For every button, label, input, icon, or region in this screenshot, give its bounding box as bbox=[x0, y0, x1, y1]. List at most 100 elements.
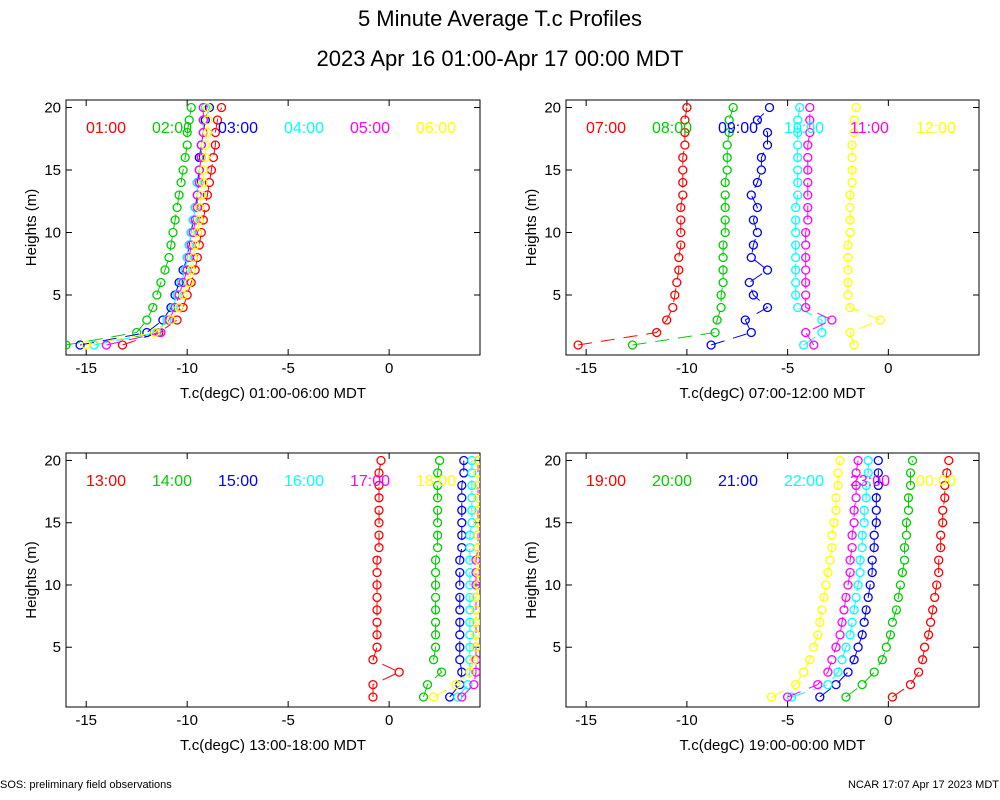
series-line-11:00 bbox=[804, 107, 834, 346]
data-point bbox=[845, 215, 855, 225]
data-point bbox=[791, 277, 801, 288]
data-point bbox=[455, 630, 465, 640]
data-point bbox=[905, 468, 916, 478]
series-line-22:00 bbox=[791, 460, 869, 698]
data-point bbox=[845, 567, 855, 578]
data-point bbox=[430, 642, 441, 652]
panel-1: -15 -10 -5 0 5 10 15 20 T.c(degC) 01:00-06:00 MD… bbox=[23, 99, 481, 402]
data-point bbox=[152, 290, 162, 300]
data-point bbox=[678, 165, 688, 175]
data-point bbox=[710, 327, 720, 338]
data-point bbox=[372, 580, 382, 590]
data-point bbox=[627, 340, 638, 350]
data-point bbox=[374, 530, 384, 540]
series-line-12:00 bbox=[847, 107, 882, 346]
plot-frame bbox=[565, 452, 980, 708]
data-point bbox=[847, 152, 857, 163]
data-point bbox=[801, 327, 811, 338]
data-point bbox=[847, 542, 857, 553]
y-axis-label: Heights (m) bbox=[523, 541, 540, 619]
data-point bbox=[905, 679, 916, 690]
y-axis-label: Heights (m) bbox=[23, 189, 40, 267]
data-point bbox=[851, 102, 861, 113]
data-point bbox=[457, 480, 467, 491]
data-point bbox=[869, 542, 879, 553]
data-point bbox=[706, 340, 716, 350]
data-point bbox=[766, 692, 777, 702]
data-point bbox=[428, 692, 439, 702]
footer-right-note: NCAR 17:07 Apr 17 2023 MDT bbox=[848, 779, 999, 791]
series-line-13:00 bbox=[372, 460, 401, 697]
data-point bbox=[457, 493, 467, 503]
data-point bbox=[795, 102, 805, 113]
data-point bbox=[194, 215, 204, 225]
data-point bbox=[182, 127, 192, 138]
legend-entry: 11:00 bbox=[850, 120, 889, 137]
data-point bbox=[847, 177, 857, 188]
data-point bbox=[877, 655, 887, 665]
data-point bbox=[718, 277, 728, 288]
data-point bbox=[835, 630, 845, 640]
data-point bbox=[817, 327, 827, 338]
data-point bbox=[944, 455, 954, 466]
data-point bbox=[917, 655, 928, 665]
data-point bbox=[849, 127, 859, 138]
series-group bbox=[368, 455, 480, 702]
x-tick-label: 0 bbox=[884, 360, 892, 377]
data-point bbox=[194, 165, 204, 175]
data-point bbox=[799, 667, 809, 677]
data-point bbox=[455, 642, 465, 652]
y-tick-label: 5 bbox=[53, 287, 61, 304]
data-point bbox=[182, 140, 192, 150]
data-point bbox=[718, 240, 728, 250]
data-point bbox=[791, 252, 801, 263]
series-group bbox=[66, 102, 227, 350]
y-tick-label: 5 bbox=[553, 287, 561, 304]
data-point bbox=[718, 252, 728, 263]
data-point bbox=[676, 202, 686, 213]
data-point bbox=[801, 227, 811, 238]
data-point bbox=[748, 215, 759, 225]
series-line-23:00 bbox=[787, 460, 859, 698]
legend-entry: 23:00 bbox=[850, 473, 890, 490]
series-line-21:00 bbox=[819, 460, 879, 698]
data-point bbox=[430, 630, 441, 640]
series-line-16:00 bbox=[457, 460, 473, 698]
data-point bbox=[432, 518, 443, 528]
x-tick-label: -5 bbox=[781, 712, 794, 729]
legend-entry: 00:00 bbox=[916, 473, 956, 490]
data-point bbox=[845, 302, 855, 313]
data-point bbox=[652, 327, 662, 338]
data-point bbox=[936, 530, 946, 540]
series-line-19:00 bbox=[892, 460, 950, 698]
plot-frame bbox=[565, 99, 980, 356]
y-tick-label: 20 bbox=[544, 100, 561, 117]
data-point bbox=[202, 102, 213, 113]
data-point bbox=[573, 340, 583, 350]
data-point bbox=[473, 580, 480, 590]
data-point bbox=[843, 277, 853, 288]
x-tick-label: 0 bbox=[884, 712, 892, 729]
data-point bbox=[829, 518, 839, 528]
data-point bbox=[857, 630, 867, 640]
y-tick-label: 20 bbox=[44, 100, 61, 117]
data-point bbox=[791, 240, 801, 250]
data-point bbox=[117, 340, 128, 350]
series-line-09:00 bbox=[710, 107, 770, 346]
data-point bbox=[471, 642, 480, 652]
data-point bbox=[662, 315, 672, 325]
data-point bbox=[720, 215, 730, 225]
data-point bbox=[432, 480, 443, 491]
data-point bbox=[793, 190, 803, 200]
data-point bbox=[430, 555, 441, 565]
data-point bbox=[184, 252, 194, 263]
data-point bbox=[374, 468, 384, 478]
x-tick-label: -15 bbox=[575, 360, 597, 377]
series-group bbox=[573, 102, 885, 350]
data-point bbox=[791, 202, 801, 213]
data-point bbox=[455, 592, 465, 603]
data-point bbox=[418, 692, 429, 702]
data-point bbox=[682, 102, 692, 113]
data-point bbox=[923, 630, 934, 640]
data-point bbox=[676, 215, 686, 225]
